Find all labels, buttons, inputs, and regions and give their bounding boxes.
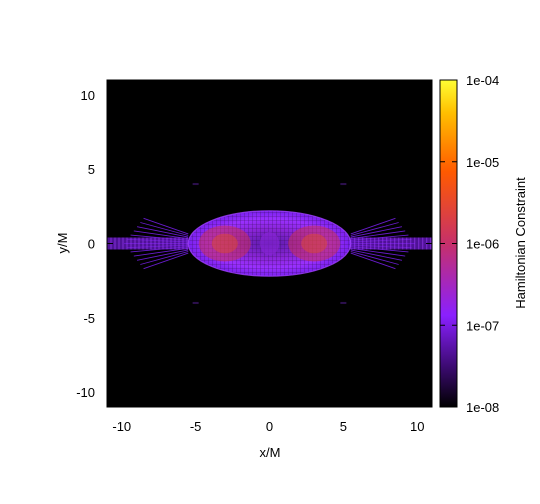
hot-core xyxy=(211,233,238,254)
jet-fan-line xyxy=(136,226,189,238)
colorbar-tick-label: 1e-08 xyxy=(466,400,499,415)
hot-core xyxy=(301,233,328,254)
core-edge xyxy=(187,210,352,277)
y-tick-label: 0 xyxy=(88,237,95,252)
x-tick-label: -5 xyxy=(190,419,202,434)
jet-fan-line xyxy=(350,249,403,261)
y-tick-label: -5 xyxy=(83,311,95,326)
colorbar-tick-label: 1e-06 xyxy=(466,237,499,252)
x-tick-label: 10 xyxy=(410,419,424,434)
y-axis-ticks: -10 -5 0 5 10 xyxy=(76,88,432,400)
jet-fan-line xyxy=(350,222,399,236)
jet-fan-line xyxy=(350,226,403,238)
heatmap-layer xyxy=(107,183,432,304)
x-axis-ticks: -10 -5 0 5 10 xyxy=(112,80,424,434)
jet-fan-line xyxy=(133,247,189,257)
colorbar-tick-label: 1e-05 xyxy=(466,155,499,170)
y-tick-label: 5 xyxy=(88,162,95,177)
jet-fan-line xyxy=(143,252,189,270)
jet-fan-line xyxy=(143,217,189,235)
y-axis-label: y/M xyxy=(55,233,70,254)
faint-marker xyxy=(340,183,347,186)
colorbar-tick-label: 1e-07 xyxy=(466,318,499,333)
jet-fan-line xyxy=(133,230,189,240)
jet-fan-line xyxy=(350,247,406,257)
x-tick-label: -10 xyxy=(112,419,131,434)
colorbar-tick-label: 1e-04 xyxy=(466,73,499,88)
jet-fan-line xyxy=(140,222,189,236)
x-axis-label: x/M xyxy=(260,445,281,460)
jet-fan-line xyxy=(350,252,396,270)
faint-marker xyxy=(192,183,199,186)
jet-fan-line xyxy=(350,217,396,235)
colorbar-label: Hamiltonian Constraint xyxy=(513,177,528,309)
jet-fan-line xyxy=(350,230,406,240)
jet-fan-line xyxy=(136,249,189,261)
jet-fan-line xyxy=(350,251,399,265)
jet-fan-line xyxy=(140,251,189,265)
faint-marker xyxy=(340,301,347,304)
y-tick-label: 10 xyxy=(81,88,95,103)
y-tick-label: -10 xyxy=(76,385,95,400)
center-dip xyxy=(259,232,280,255)
x-tick-label: 5 xyxy=(340,419,347,434)
colorbar-ticks: 1e-08 1e-07 1e-06 1e-05 1e-04 xyxy=(440,73,499,415)
faint-marker xyxy=(192,301,199,304)
x-tick-label: 0 xyxy=(266,419,273,434)
